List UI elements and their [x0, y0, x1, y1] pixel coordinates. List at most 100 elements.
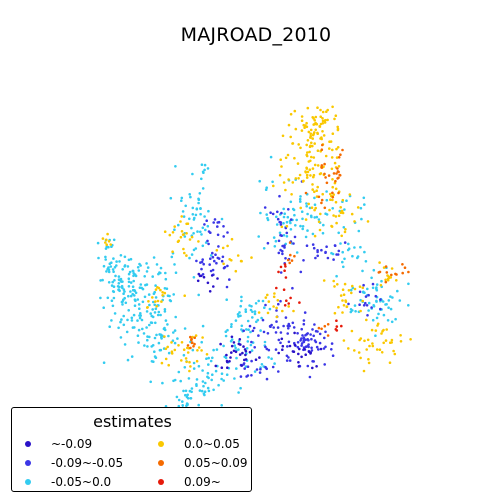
map-point: [398, 299, 402, 302]
map-point: [333, 311, 337, 315]
map-point: [282, 215, 286, 219]
map-point: [195, 259, 198, 263]
map-point: [394, 317, 397, 321]
map-point: [101, 237, 105, 240]
map-point: [304, 235, 308, 239]
map-point: [194, 334, 198, 337]
map-point: [205, 219, 208, 222]
map-point: [288, 261, 292, 265]
map-point: [313, 196, 316, 200]
map-point: [272, 326, 276, 329]
map-point: [129, 281, 133, 284]
map-point: [183, 235, 187, 238]
map-point: [407, 270, 410, 274]
map-point: [177, 370, 181, 374]
map-point: [246, 340, 250, 343]
map-point: [131, 288, 135, 292]
map-point: [345, 305, 349, 309]
map-point: [336, 253, 340, 256]
map-point: [363, 339, 366, 343]
map-point: [276, 217, 280, 221]
map-point: [207, 389, 211, 393]
map-point: [149, 380, 152, 384]
map-point: [278, 231, 282, 235]
map-point: [350, 212, 354, 216]
map-point: [291, 207, 295, 211]
map-point: [330, 342, 334, 345]
map-point: [138, 262, 141, 266]
map-point: [339, 294, 343, 297]
map-point: [146, 335, 149, 338]
map-point: [229, 339, 233, 343]
map-point: [297, 177, 300, 180]
map-point: [216, 233, 220, 237]
map-point: [329, 198, 332, 201]
map-point: [157, 310, 161, 314]
map-point: [213, 259, 216, 263]
legend-label-4: 0.0~0.05: [184, 437, 240, 451]
map-point: [306, 364, 310, 368]
map-point: [382, 266, 386, 269]
map-point: [353, 304, 357, 307]
map-point: [282, 288, 286, 292]
map-point: [288, 344, 292, 348]
map-point: [286, 215, 290, 219]
map-point: [186, 351, 190, 354]
map-point: [225, 285, 229, 289]
map-point: [285, 299, 288, 303]
map-point: [257, 334, 260, 337]
map-point: [272, 295, 276, 299]
map-point: [390, 273, 393, 277]
map-point: [325, 181, 329, 185]
map-point: [233, 344, 236, 347]
map-point: [294, 127, 298, 131]
map-point: [289, 218, 293, 221]
map-point: [306, 229, 309, 232]
map-point: [153, 350, 156, 354]
map-point: [195, 383, 198, 386]
map-point: [279, 248, 282, 252]
map-point: [304, 218, 308, 221]
map-point: [302, 336, 306, 340]
map-point: [364, 260, 368, 263]
map-point: [236, 313, 240, 316]
map-point: [372, 304, 376, 307]
map-point: [347, 289, 351, 292]
map-point: [328, 208, 331, 212]
map-point: [195, 359, 199, 363]
map-point: [389, 307, 393, 311]
map-point: [166, 323, 169, 326]
map-point: [350, 329, 354, 333]
map-point: [199, 261, 202, 264]
map-point: [275, 286, 278, 290]
map-point: [111, 268, 115, 271]
map-point: [200, 274, 203, 278]
map-point: [343, 241, 347, 244]
map-point: [220, 366, 224, 370]
map-point: [357, 351, 361, 354]
map-point: [380, 279, 383, 283]
map-point: [211, 373, 214, 377]
map-point: [120, 300, 124, 304]
map-point: [337, 170, 340, 174]
map-point: [118, 285, 121, 289]
map-point: [132, 274, 135, 278]
map-point: [192, 218, 196, 221]
map-point: [328, 147, 331, 150]
map-point: [287, 305, 291, 308]
map-point: [316, 149, 320, 152]
map-point: [356, 206, 360, 209]
map-point: [159, 266, 163, 270]
map-point: [332, 214, 335, 217]
map-point: [246, 374, 250, 377]
map-point: [370, 276, 373, 280]
map-point: [297, 352, 300, 356]
map-point: [154, 296, 158, 299]
map-point: [300, 342, 304, 345]
map-point: [336, 146, 340, 149]
map-point: [302, 340, 306, 344]
map-point: [315, 365, 318, 368]
map-point: [368, 344, 371, 348]
map-point: [309, 174, 312, 177]
map-point: [244, 365, 248, 368]
